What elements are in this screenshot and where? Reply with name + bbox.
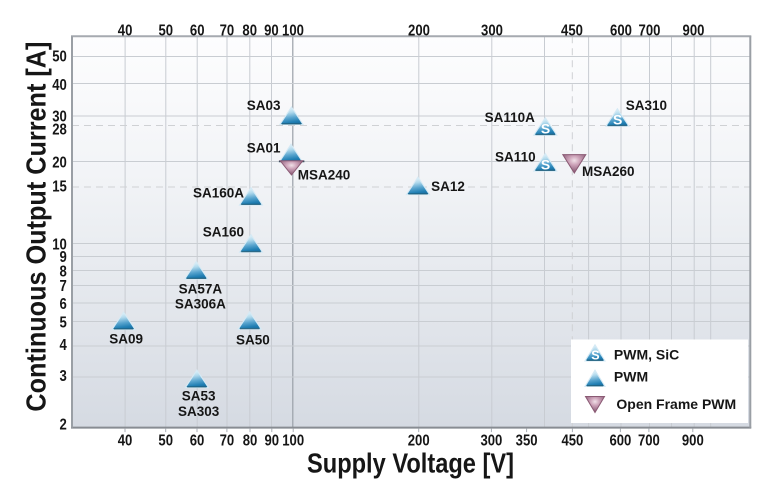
svg-text:SA160A: SA160A <box>193 186 244 201</box>
svg-text:450: 450 <box>561 22 583 39</box>
svg-text:50: 50 <box>158 432 173 449</box>
svg-text:Open Frame PWM: Open Frame PWM <box>616 396 736 412</box>
svg-text:50: 50 <box>52 48 67 65</box>
svg-text:80: 80 <box>242 22 257 39</box>
svg-text:600: 600 <box>609 432 631 449</box>
svg-text:8: 8 <box>60 263 67 280</box>
svg-text:300: 300 <box>481 22 503 39</box>
svg-text:SA57A: SA57A <box>179 282 223 297</box>
svg-text:SA306A: SA306A <box>175 297 226 312</box>
svg-text:700: 700 <box>638 432 660 449</box>
svg-text:SA303: SA303 <box>178 404 220 419</box>
svg-text:90: 90 <box>264 22 279 39</box>
svg-text:S: S <box>591 349 599 363</box>
svg-text:9: 9 <box>60 249 67 266</box>
svg-text:S: S <box>613 112 622 128</box>
svg-text:40: 40 <box>52 77 67 94</box>
svg-text:PWM, SiC: PWM, SiC <box>614 347 679 363</box>
svg-text:4: 4 <box>60 337 67 354</box>
svg-text:3: 3 <box>60 368 67 385</box>
svg-text:70: 70 <box>220 432 235 449</box>
svg-text:70: 70 <box>220 22 235 39</box>
svg-text:450: 450 <box>561 432 583 449</box>
svg-text:350: 350 <box>516 432 538 449</box>
svg-text:Continuous Output Current [A]: Continuous Output Current [A] <box>21 42 52 412</box>
svg-text:MSA260: MSA260 <box>582 164 635 179</box>
svg-text:200: 200 <box>408 432 430 449</box>
svg-text:60: 60 <box>190 432 205 449</box>
svg-text:30: 30 <box>52 109 67 126</box>
svg-text:SA110A: SA110A <box>485 110 536 125</box>
svg-text:10: 10 <box>52 236 67 253</box>
svg-text:20: 20 <box>52 154 67 171</box>
svg-text:MSA240: MSA240 <box>298 167 351 182</box>
svg-text:S: S <box>541 121 550 137</box>
svg-text:SA160: SA160 <box>203 224 244 239</box>
svg-text:900: 900 <box>682 432 704 449</box>
svg-text:PWM: PWM <box>614 369 648 385</box>
svg-text:60: 60 <box>190 22 205 39</box>
svg-text:S: S <box>541 157 550 173</box>
svg-text:40: 40 <box>118 432 133 449</box>
svg-text:300: 300 <box>480 432 502 449</box>
svg-text:50: 50 <box>159 22 174 39</box>
svg-text:SA53: SA53 <box>182 389 216 404</box>
svg-text:SA110: SA110 <box>495 149 536 164</box>
svg-text:5: 5 <box>60 314 67 331</box>
svg-text:100: 100 <box>282 22 304 39</box>
svg-text:15: 15 <box>52 178 67 195</box>
svg-text:Supply Voltage [V]: Supply Voltage [V] <box>307 447 514 478</box>
svg-text:200: 200 <box>408 22 430 39</box>
svg-text:6: 6 <box>60 296 67 313</box>
svg-text:SA03: SA03 <box>247 98 281 113</box>
svg-text:SA01: SA01 <box>247 140 281 155</box>
svg-text:2: 2 <box>60 417 67 434</box>
svg-text:40: 40 <box>118 22 133 39</box>
svg-text:28: 28 <box>52 122 67 139</box>
svg-text:SA12: SA12 <box>431 179 465 194</box>
svg-text:90: 90 <box>265 432 280 449</box>
svg-text:900: 900 <box>683 22 705 39</box>
svg-text:SA50: SA50 <box>236 332 270 347</box>
svg-text:600: 600 <box>610 22 632 39</box>
svg-text:100: 100 <box>282 432 304 449</box>
svg-text:SA310: SA310 <box>626 98 667 113</box>
svg-text:SA09: SA09 <box>109 332 143 347</box>
svg-text:700: 700 <box>639 22 661 39</box>
svg-text:7: 7 <box>60 278 67 295</box>
svg-text:80: 80 <box>243 432 258 449</box>
